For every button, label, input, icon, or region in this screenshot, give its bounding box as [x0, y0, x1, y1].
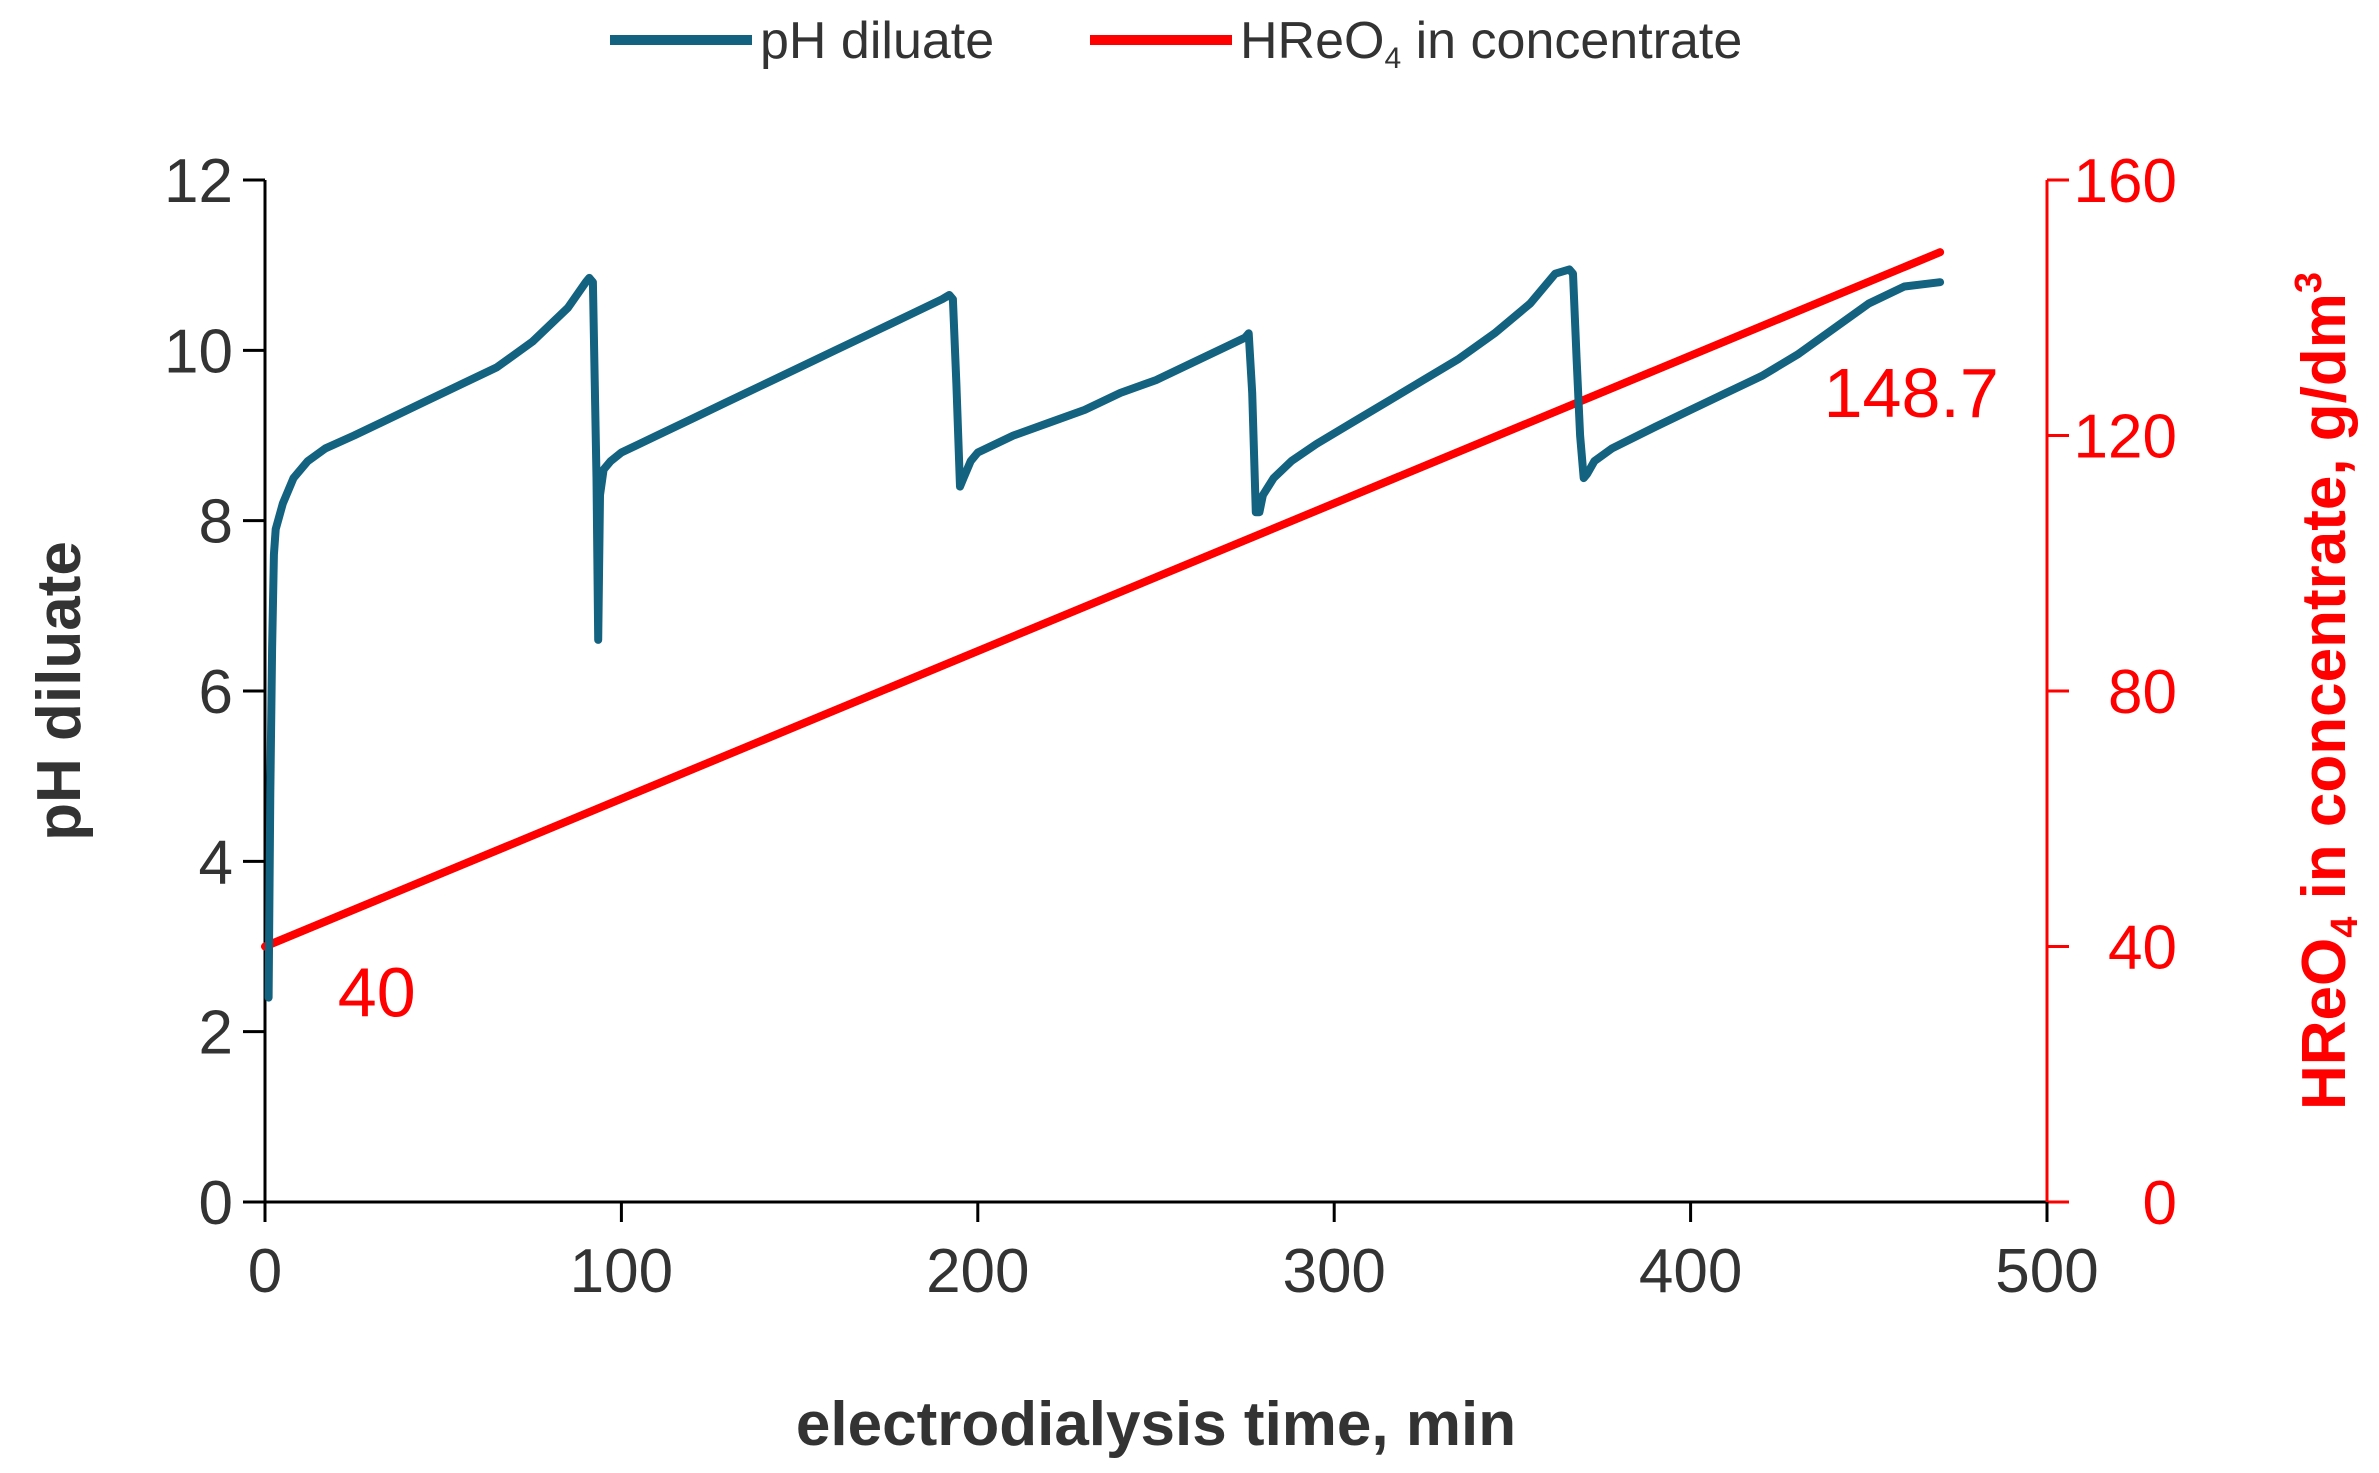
y-tick-label: 8	[199, 488, 233, 557]
legend: pH diluate HReO4 in concentrate	[610, 12, 1742, 75]
annotation-start-value: 40	[338, 954, 416, 1032]
y-tick-label: 6	[199, 658, 233, 727]
y2-tick-label: 120	[2074, 403, 2177, 472]
y-ticks-right: 0 40 80 120 160	[2047, 147, 2177, 1238]
axes	[263, 180, 2049, 1204]
annotation-end-value: 148.7	[1824, 354, 1999, 432]
y-axis-title-left: pH diluate	[25, 541, 94, 841]
series-line-hreo4	[261, 248, 1945, 951]
x-axis-title: electrodialysis time, min	[796, 1390, 1516, 1459]
x-tick-label: 200	[926, 1237, 1029, 1306]
y-tick-label: 10	[164, 317, 233, 386]
y2-tick-label: 80	[2108, 658, 2177, 727]
legend-label-hreo4: HReO4 in concentrate	[1240, 12, 1742, 75]
legend-label-ph: pH diluate	[760, 12, 994, 70]
y2-tick-label: 40	[2108, 914, 2177, 983]
x-tick-label: 400	[1639, 1237, 1742, 1306]
x-tick-label: 300	[1282, 1237, 1385, 1306]
y-tick-label: 0	[199, 1169, 233, 1238]
y-tick-label: 4	[199, 828, 233, 897]
x-tick-label: 100	[570, 1237, 673, 1306]
y2-tick-label: 0	[2143, 1169, 2177, 1238]
x-tick-label: 0	[248, 1237, 282, 1306]
y-axis-title-right: HReO4 in concentrate, g/dm3	[2288, 272, 2366, 1110]
y2-tick-label: 160	[2074, 147, 2177, 216]
y-ticks-left: 0 2 4 6 8 10 12	[164, 147, 265, 1238]
x-tick-label: 500	[1995, 1237, 2098, 1306]
y-tick-label: 2	[199, 999, 233, 1068]
x-ticks: 0 100 200 300 400 500	[248, 1202, 2099, 1306]
series-line-ph-diluate	[264, 265, 1945, 1002]
series-group	[261, 248, 1945, 1002]
y-tick-label: 12	[164, 147, 233, 216]
